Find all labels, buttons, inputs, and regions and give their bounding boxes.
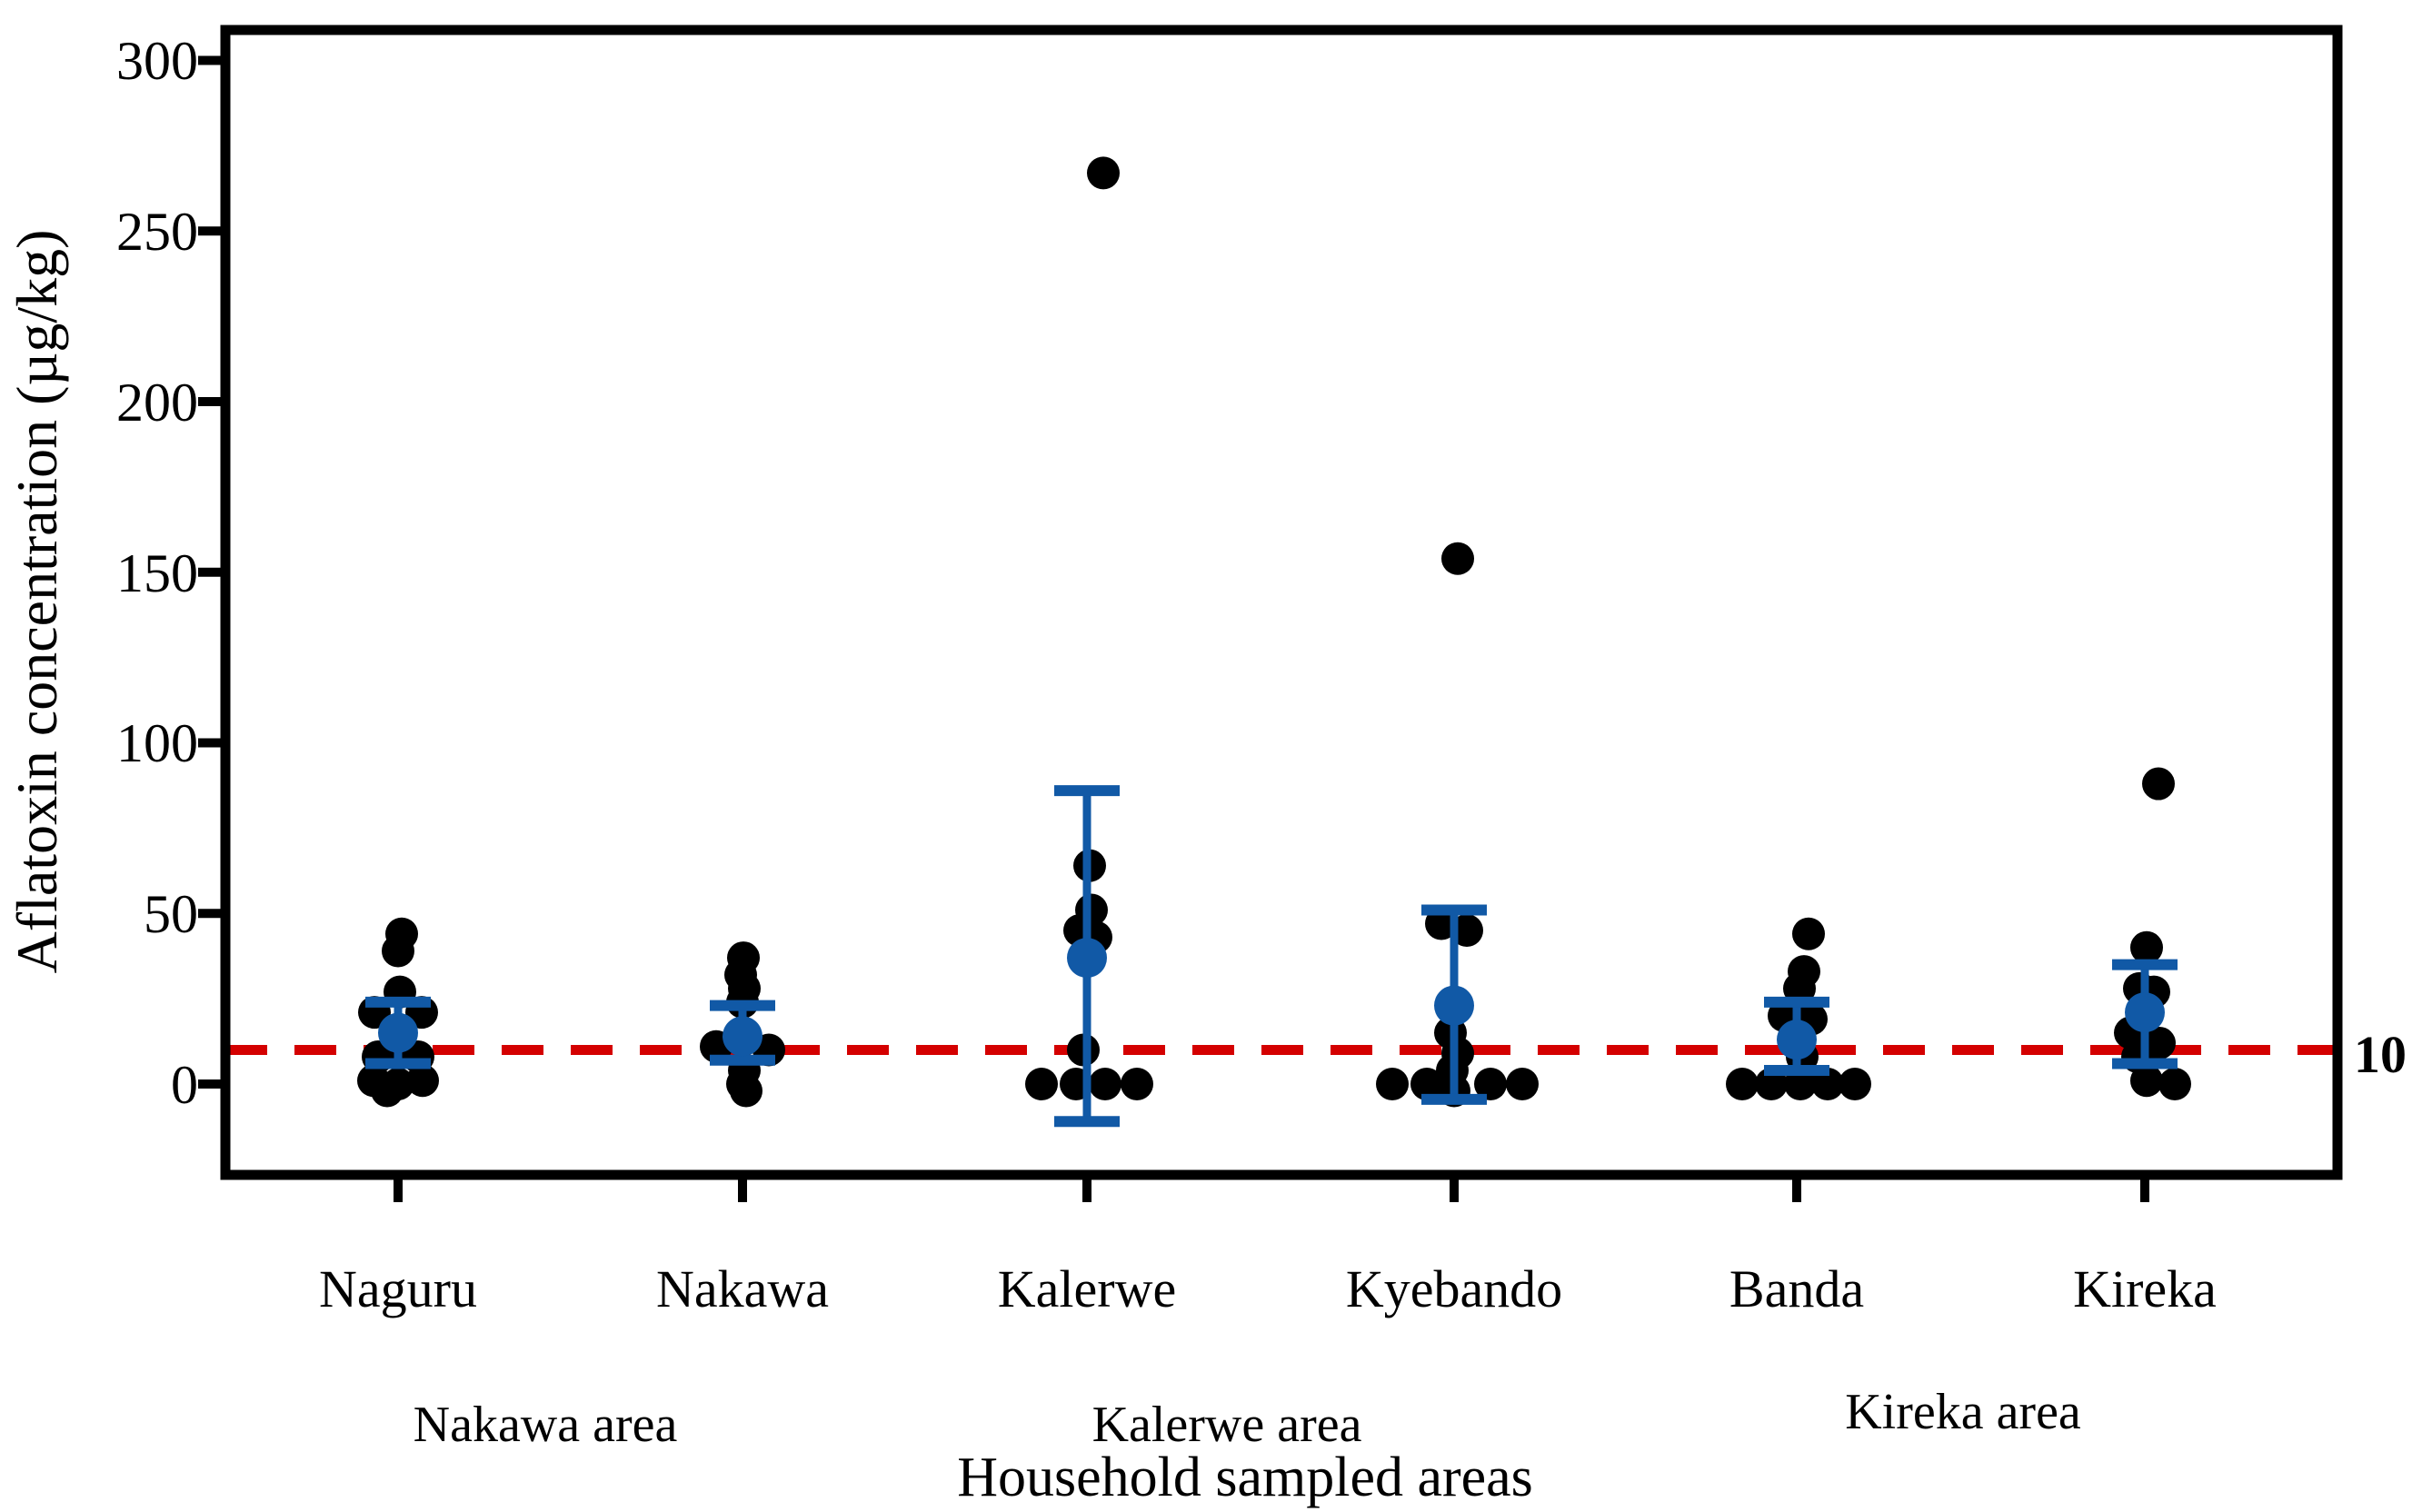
sample-point (1726, 1068, 1759, 1100)
sample-point (2130, 1064, 2163, 1098)
sample-point (1087, 156, 1120, 190)
mean-marker (1067, 938, 1107, 979)
sample-point (2130, 930, 2163, 964)
y-tick-label-100: 100 (116, 713, 198, 773)
area-label-nakawa: Nakawa area (414, 1397, 678, 1453)
mean-marker (1434, 985, 1474, 1026)
y-tick-label-300: 300 (116, 31, 198, 91)
sample-point (2142, 767, 2175, 801)
sample-point (1089, 1068, 1121, 1100)
mean-marker (723, 1016, 762, 1057)
sample-point (382, 934, 414, 968)
x-axis-title: Household sampled areas (957, 1447, 1533, 1508)
sample-point (730, 1074, 762, 1108)
sample-point (1839, 1068, 1871, 1100)
mean-marker (378, 1012, 418, 1053)
y-tick-label-150: 150 (116, 543, 198, 603)
mean-marker (1777, 1020, 1817, 1060)
sample-point (1792, 917, 1825, 950)
sample-point (1784, 1068, 1817, 1100)
x-tick-label-kireka: Kireka (2073, 1259, 2217, 1318)
x-tick-label-banda: Banda (1729, 1259, 1864, 1318)
y-tick-label-250: 250 (116, 202, 198, 262)
y-tick-label-50: 50 (144, 884, 198, 944)
x-tick-label-naguru: Naguru (319, 1259, 477, 1318)
sample-point (1811, 1068, 1844, 1100)
area-label-kalerwe: Kalerwe area (1092, 1397, 1362, 1453)
sample-point (1425, 907, 1458, 940)
sample-point (406, 1064, 439, 1098)
sample-point (371, 1074, 404, 1108)
sample-point (1410, 1068, 1443, 1100)
y-tick-label-0: 0 (171, 1055, 198, 1115)
sample-point (1121, 1068, 1153, 1100)
sample-point (1506, 1068, 1539, 1100)
sample-point (1755, 1068, 1788, 1100)
sample-point (1450, 914, 1483, 948)
plot-frame (220, 25, 2343, 1180)
sample-point (2158, 1068, 2191, 1100)
threshold-value-label: 10 (2354, 1025, 2407, 1084)
area-label-kireka: Kireka area (1845, 1384, 2081, 1440)
y-tick-label-200: 200 (116, 373, 198, 433)
mean-marker (2125, 992, 2165, 1033)
x-tick-label-kyebando: Kyebando (1346, 1259, 1562, 1318)
x-tick-label-nakawa: Nakawa (656, 1259, 829, 1318)
chart-labels: 0 50 100 150 200 250 300 Naguru Nakawa K… (5, 31, 2407, 1508)
y-axis-title: Aflatoxin concentration (µg/kg) (5, 230, 69, 974)
sample-point (1025, 1068, 1058, 1100)
x-tick-label-kalerwe: Kalerwe (998, 1259, 1176, 1318)
sample-point (1376, 1068, 1409, 1100)
sample-point (1441, 542, 1474, 575)
sample-point (1474, 1068, 1507, 1100)
plot-graphics (198, 55, 2337, 1202)
sample-point (1783, 971, 1816, 1005)
